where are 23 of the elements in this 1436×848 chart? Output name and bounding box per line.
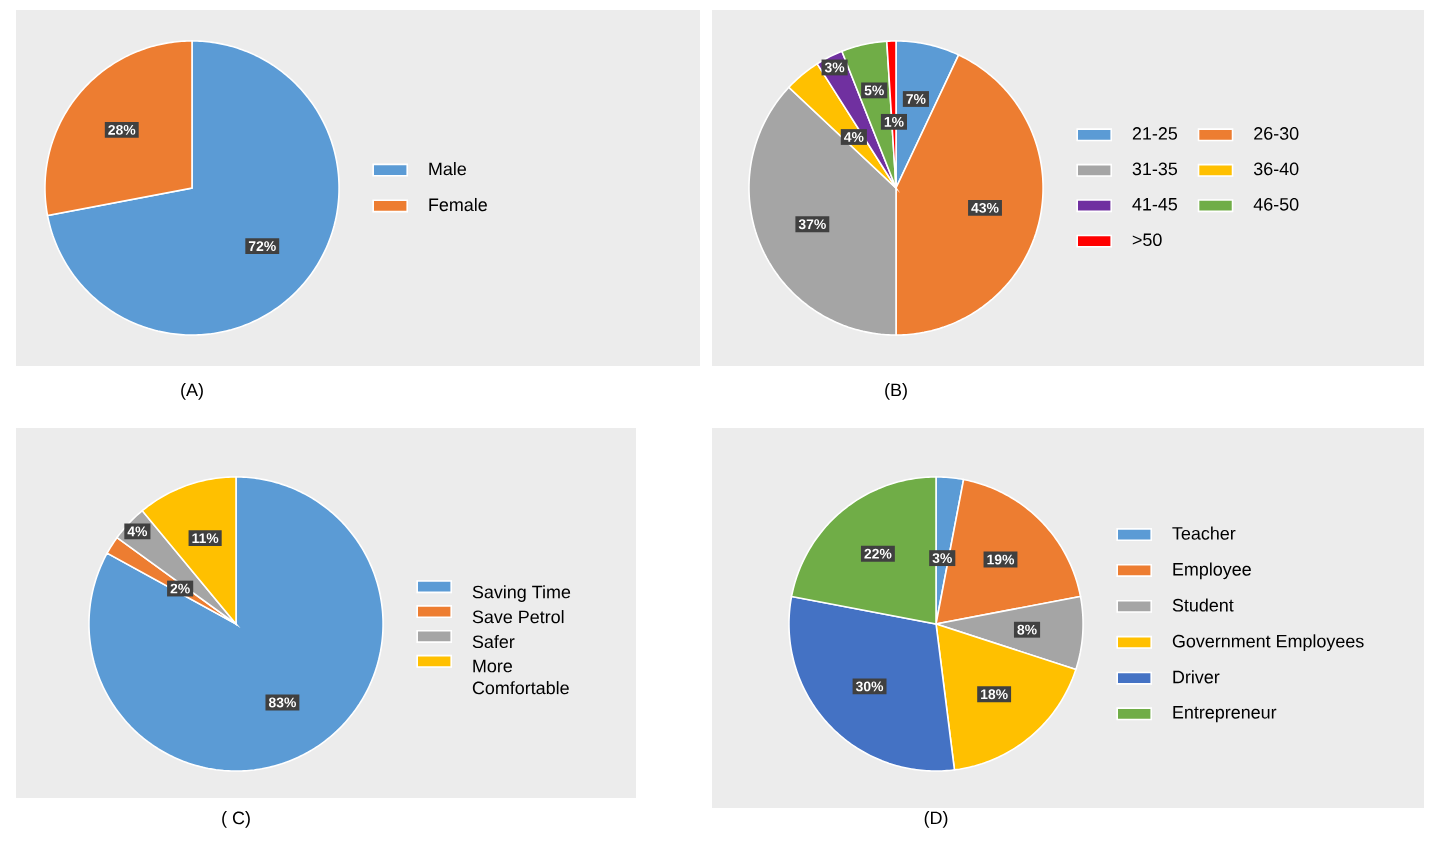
legend-label: Employee — [1173, 562, 1251, 580]
legend-label: Government Employees — [1172, 634, 1364, 651]
legend-label: Female — [429, 197, 487, 212]
legend-label: 36-40 — [1253, 162, 1299, 176]
legend-label: Save Petrol — [472, 610, 564, 624]
legend-label: 26-30 — [1254, 127, 1299, 140]
legend-label: 31-35 — [1132, 162, 1178, 176]
text: ( C) — [222, 811, 250, 828]
legend-label: Teacher — [1172, 526, 1236, 540]
legend-label: Driver — [1173, 670, 1220, 684]
legend-label: 41-45 — [1132, 198, 1178, 211]
legend-label: Safer — [472, 634, 515, 649]
legend-label: 46-50 — [1253, 197, 1299, 211]
text: (D) — [924, 811, 948, 828]
legend-label: Student — [1172, 598, 1234, 612]
legend-label: Entrepreneur — [1173, 706, 1277, 723]
legend-label: 21-25 — [1132, 127, 1178, 140]
legend-label: Saving Time — [472, 585, 571, 602]
legend-label: >50 — [1132, 233, 1162, 247]
legend-label: Male — [429, 162, 467, 176]
legend-label: More Comfortable — [472, 659, 569, 695]
text: (A) — [181, 383, 203, 400]
text: (B) — [885, 383, 907, 400]
